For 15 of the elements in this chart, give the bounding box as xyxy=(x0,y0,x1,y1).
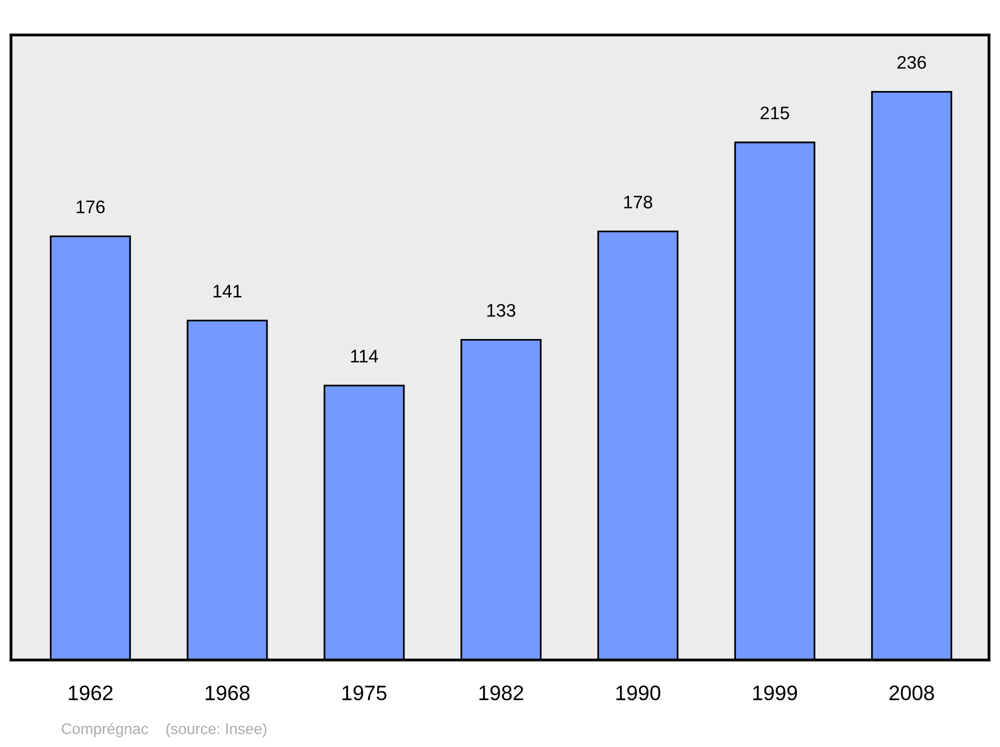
x-tick-label: 1999 xyxy=(753,686,797,700)
data-label: 178 xyxy=(624,196,652,208)
data-label: 133 xyxy=(487,304,516,317)
data-label: 141 xyxy=(214,284,242,298)
text: Comprégnac (source: Insee) xyxy=(62,722,266,738)
x-tick-label: 1982 xyxy=(479,686,524,700)
x-tick-label: 2008 xyxy=(890,686,934,700)
x-tick-label: 1975 xyxy=(342,686,386,700)
x-tick-label: 1962 xyxy=(68,686,113,700)
x-tick-label: 1990 xyxy=(616,686,660,700)
data-label: 236 xyxy=(898,56,926,69)
data-label: 176 xyxy=(76,200,105,214)
data-label: 215 xyxy=(760,106,790,120)
data-label: 114 xyxy=(351,350,378,362)
x-tick-label: 1968 xyxy=(206,686,250,700)
